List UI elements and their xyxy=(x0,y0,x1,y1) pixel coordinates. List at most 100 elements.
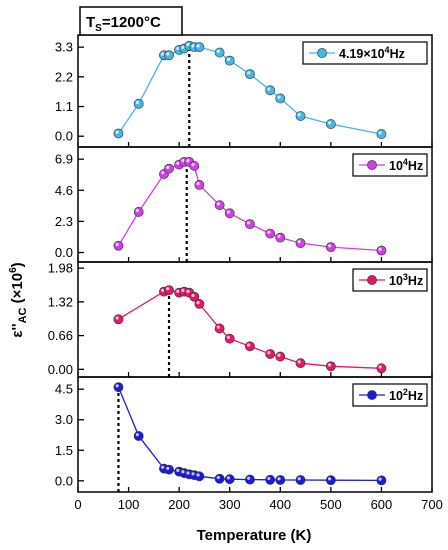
y-tick-label: 3.0 xyxy=(55,412,73,427)
data-point xyxy=(113,382,124,393)
x-tick-label: 300 xyxy=(219,497,241,512)
data-point-highlight xyxy=(226,335,231,339)
legend-label: 102Hz xyxy=(389,387,423,403)
data-point-highlight xyxy=(216,325,220,329)
data-point xyxy=(295,111,306,121)
sample-label-main: T xyxy=(86,14,95,31)
data-point xyxy=(164,464,174,475)
y-tick-label: 4.6 xyxy=(55,183,73,198)
data-point xyxy=(376,363,387,374)
data-point-highlight xyxy=(115,384,119,388)
data-point-highlight xyxy=(166,52,170,56)
data-point xyxy=(224,333,235,344)
data-point-highlight xyxy=(277,95,281,99)
data-point xyxy=(376,129,387,139)
panel-2: 0.0 2.3 4.6 6.9 104Hz xyxy=(55,146,433,263)
data-point-highlight xyxy=(176,468,180,472)
panel-frame xyxy=(77,376,433,493)
data-point xyxy=(295,238,306,248)
data-point xyxy=(133,431,144,441)
legend-marker xyxy=(367,275,377,285)
data-point xyxy=(194,179,205,190)
data-point xyxy=(275,351,286,362)
data-point-highlight xyxy=(247,476,251,480)
y-axis-title: ε''AC (×106) xyxy=(8,262,29,337)
y-axis-title-end: ) xyxy=(9,262,26,267)
data-point-highlight xyxy=(186,289,190,293)
legend-label: 4.19×104Hz xyxy=(339,45,405,61)
data-point xyxy=(325,475,336,486)
data-point xyxy=(113,128,124,139)
data-point xyxy=(265,349,276,359)
data-point-highlight xyxy=(181,470,185,474)
data-point xyxy=(245,69,255,80)
data-point-highlight xyxy=(327,244,332,248)
data-point-highlight xyxy=(297,360,301,364)
y-tick-label: 6.9 xyxy=(55,152,73,167)
data-point xyxy=(214,200,225,211)
data-point xyxy=(214,47,225,58)
data-point-highlight xyxy=(226,210,231,214)
legend: 4.19×104Hz xyxy=(302,41,428,65)
data-point xyxy=(194,299,205,309)
data-point-highlight xyxy=(135,433,139,437)
y-tick-label: 0.0 xyxy=(55,129,73,144)
x-tick-label: 400 xyxy=(269,497,291,512)
data-point-highlight xyxy=(186,42,190,47)
data-point xyxy=(189,161,200,171)
data-point xyxy=(295,358,306,369)
data-point-highlight xyxy=(135,209,139,213)
data-point xyxy=(325,361,336,372)
data-point-highlight xyxy=(297,113,301,117)
data-point-highlight xyxy=(176,46,180,51)
data-point-highlight xyxy=(191,293,195,298)
legend-label: 103Hz xyxy=(389,272,423,288)
data-point-highlight xyxy=(226,476,231,480)
x-tick-label: 200 xyxy=(168,497,190,512)
y-axis-title-sub: AC xyxy=(17,307,29,323)
data-point xyxy=(164,163,174,174)
sample-label-sub: S xyxy=(95,23,102,34)
y-tick-label: 1.1 xyxy=(55,99,73,114)
data-point-highlight xyxy=(161,52,165,56)
data-point-highlight xyxy=(327,477,332,481)
data-point-highlight xyxy=(378,477,382,481)
data-point-highlight xyxy=(297,240,301,244)
data-point-highlight xyxy=(166,466,170,470)
data-point xyxy=(164,285,174,296)
data-point-highlight xyxy=(267,87,271,91)
x-tick-label: 700 xyxy=(421,497,443,512)
data-point xyxy=(275,475,286,485)
legend-marker xyxy=(317,48,327,58)
data-point-highlight xyxy=(161,171,165,175)
data-point-highlight xyxy=(191,163,195,167)
x-tick-label: 500 xyxy=(320,497,342,512)
y-tick-label: 3.3 xyxy=(55,40,73,55)
sample-label: TS=1200°C xyxy=(79,6,183,36)
data-point xyxy=(265,474,276,485)
data-point-highlight xyxy=(267,351,271,355)
data-point-highlight xyxy=(226,57,231,61)
data-point xyxy=(245,474,255,485)
data-point-highlight xyxy=(378,131,382,135)
data-point-highlight xyxy=(166,287,170,291)
data-point-highlight xyxy=(161,288,165,292)
legend-frame xyxy=(352,383,428,407)
legend-marker xyxy=(367,390,377,400)
legend: 104Hz xyxy=(352,153,428,177)
x-tick-label: 0 xyxy=(74,497,81,512)
data-point xyxy=(224,474,235,485)
legend: 102Hz xyxy=(352,383,428,407)
series-line xyxy=(118,289,382,369)
data-point xyxy=(325,242,336,253)
data-point xyxy=(214,323,225,334)
y-axis-title-rest: (×10 xyxy=(9,273,26,308)
data-point-highlight xyxy=(196,181,200,186)
data-point xyxy=(376,245,387,256)
panel-4: 0.0 1.5 3.0 4.5 0 100 200 300 400 500 600 700 102Hz xyxy=(55,376,443,512)
data-point xyxy=(376,475,387,486)
data-point-highlight xyxy=(327,121,332,125)
data-point-highlight xyxy=(186,471,190,475)
y-tick-label: 0.00 xyxy=(48,362,73,377)
data-point-highlight xyxy=(181,288,185,292)
